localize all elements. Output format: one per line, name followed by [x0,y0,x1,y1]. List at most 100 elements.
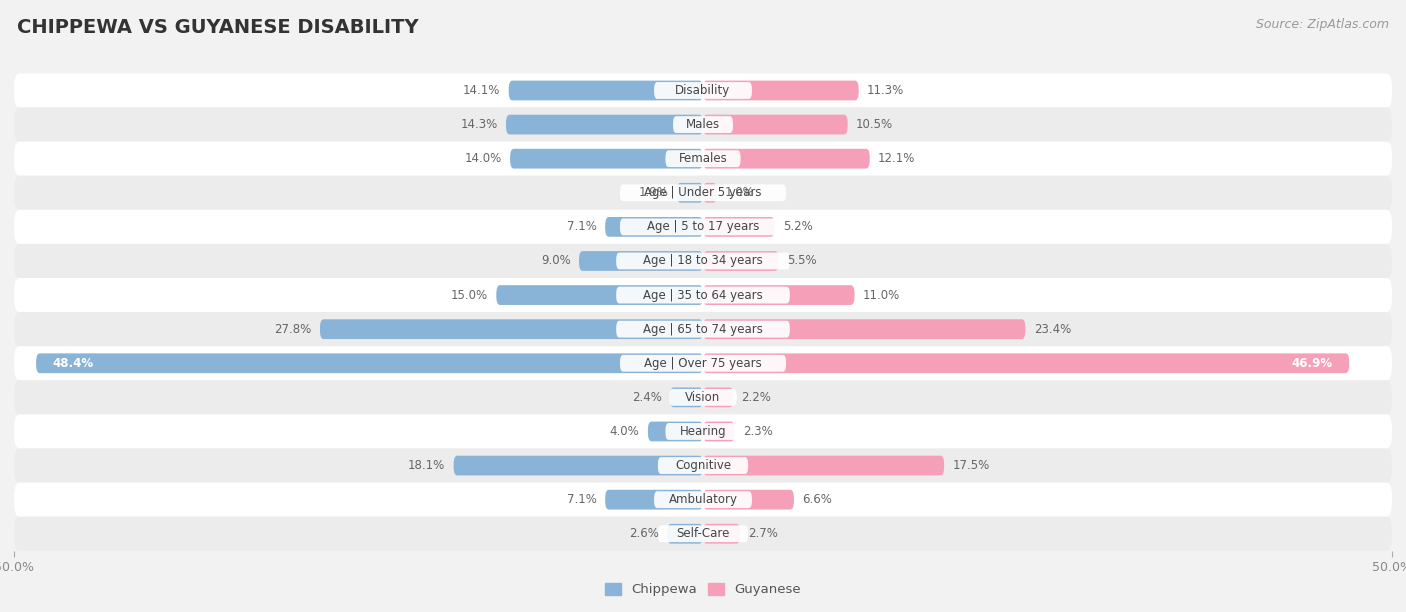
FancyBboxPatch shape [703,490,794,510]
FancyBboxPatch shape [14,312,1392,346]
Text: 2.4%: 2.4% [631,391,662,404]
FancyBboxPatch shape [654,491,752,508]
Text: 14.1%: 14.1% [463,84,501,97]
Text: 23.4%: 23.4% [1033,323,1071,335]
FancyBboxPatch shape [620,184,786,201]
FancyBboxPatch shape [669,387,703,407]
Text: 17.5%: 17.5% [952,459,990,472]
Legend: Chippewa, Guyanese: Chippewa, Guyanese [600,578,806,602]
Text: 11.0%: 11.0% [863,289,900,302]
Text: CHIPPEWA VS GUYANESE DISABILITY: CHIPPEWA VS GUYANESE DISABILITY [17,18,419,37]
FancyBboxPatch shape [14,176,1392,210]
FancyBboxPatch shape [620,218,786,235]
FancyBboxPatch shape [14,483,1392,517]
FancyBboxPatch shape [506,114,703,135]
FancyBboxPatch shape [37,353,703,373]
Text: Age | 5 to 17 years: Age | 5 to 17 years [647,220,759,233]
FancyBboxPatch shape [620,355,786,371]
FancyBboxPatch shape [14,380,1392,414]
FancyBboxPatch shape [703,217,775,237]
FancyBboxPatch shape [665,151,741,167]
FancyBboxPatch shape [579,251,703,271]
FancyBboxPatch shape [616,321,790,338]
Text: 2.3%: 2.3% [742,425,773,438]
FancyBboxPatch shape [703,81,859,100]
Text: Age | 18 to 34 years: Age | 18 to 34 years [643,255,763,267]
Text: 1.0%: 1.0% [725,186,755,200]
Text: 4.0%: 4.0% [610,425,640,438]
Text: Age | 35 to 64 years: Age | 35 to 64 years [643,289,763,302]
Text: 12.1%: 12.1% [877,152,915,165]
FancyBboxPatch shape [14,346,1392,380]
Text: 14.0%: 14.0% [464,152,502,165]
FancyBboxPatch shape [14,244,1392,278]
FancyBboxPatch shape [14,517,1392,551]
FancyBboxPatch shape [658,525,748,542]
FancyBboxPatch shape [703,114,848,135]
FancyBboxPatch shape [668,524,703,543]
FancyBboxPatch shape [14,449,1392,483]
Text: 14.3%: 14.3% [460,118,498,131]
Text: 48.4%: 48.4% [52,357,94,370]
Text: Self-Care: Self-Care [676,528,730,540]
Text: 10.5%: 10.5% [856,118,893,131]
FancyBboxPatch shape [14,141,1392,176]
Text: Vision: Vision [685,391,721,404]
Text: Disability: Disability [675,84,731,97]
Text: Females: Females [679,152,727,165]
Text: Males: Males [686,118,720,131]
Text: Ambulatory: Ambulatory [668,493,738,506]
Text: 9.0%: 9.0% [541,255,571,267]
Text: 7.1%: 7.1% [567,220,598,233]
FancyBboxPatch shape [703,319,1025,339]
Text: 11.3%: 11.3% [868,84,904,97]
FancyBboxPatch shape [454,456,703,476]
FancyBboxPatch shape [510,149,703,168]
FancyBboxPatch shape [703,524,740,543]
FancyBboxPatch shape [703,353,1350,373]
FancyBboxPatch shape [648,422,703,441]
Text: Age | Over 75 years: Age | Over 75 years [644,357,762,370]
Text: Hearing: Hearing [679,425,727,438]
FancyBboxPatch shape [14,108,1392,141]
FancyBboxPatch shape [703,422,735,441]
Text: Source: ZipAtlas.com: Source: ZipAtlas.com [1256,18,1389,31]
Text: 15.0%: 15.0% [451,289,488,302]
FancyBboxPatch shape [14,73,1392,108]
Text: 6.6%: 6.6% [803,493,832,506]
Text: 1.9%: 1.9% [638,186,669,200]
Text: Cognitive: Cognitive [675,459,731,472]
Text: 7.1%: 7.1% [567,493,598,506]
FancyBboxPatch shape [703,183,717,203]
Text: 5.2%: 5.2% [783,220,813,233]
FancyBboxPatch shape [321,319,703,339]
FancyBboxPatch shape [658,457,748,474]
FancyBboxPatch shape [676,183,703,203]
Text: Age | Under 5 years: Age | Under 5 years [644,186,762,200]
FancyBboxPatch shape [703,456,945,476]
FancyBboxPatch shape [665,423,741,440]
FancyBboxPatch shape [703,251,779,271]
Text: 46.9%: 46.9% [1292,357,1333,370]
Text: 2.6%: 2.6% [628,528,659,540]
FancyBboxPatch shape [673,116,733,133]
FancyBboxPatch shape [14,210,1392,244]
FancyBboxPatch shape [14,414,1392,449]
Text: 18.1%: 18.1% [408,459,446,472]
FancyBboxPatch shape [669,389,737,406]
FancyBboxPatch shape [509,81,703,100]
FancyBboxPatch shape [654,82,752,99]
FancyBboxPatch shape [605,490,703,510]
Text: 2.7%: 2.7% [748,528,779,540]
FancyBboxPatch shape [14,278,1392,312]
FancyBboxPatch shape [496,285,703,305]
Text: 5.5%: 5.5% [787,255,817,267]
Text: 27.8%: 27.8% [274,323,312,335]
FancyBboxPatch shape [703,149,870,168]
FancyBboxPatch shape [605,217,703,237]
FancyBboxPatch shape [703,387,734,407]
Text: Age | 65 to 74 years: Age | 65 to 74 years [643,323,763,335]
Text: 2.2%: 2.2% [741,391,772,404]
FancyBboxPatch shape [616,253,790,269]
FancyBboxPatch shape [616,286,790,304]
